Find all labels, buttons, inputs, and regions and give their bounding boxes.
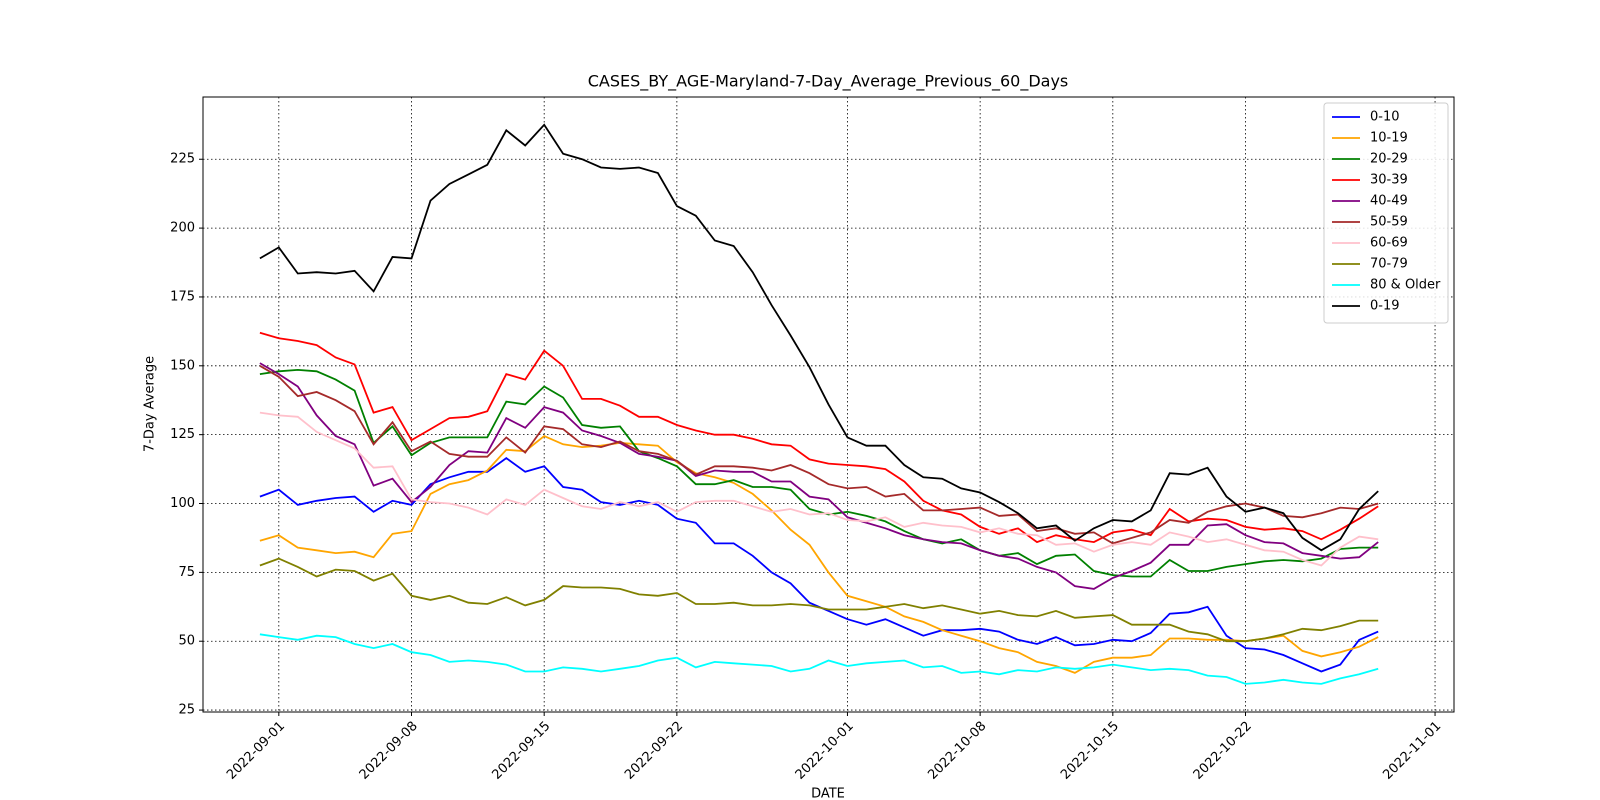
legend-label: 30-39 bbox=[1370, 173, 1408, 188]
y-axis-label: 7-Day Average bbox=[143, 356, 158, 452]
data-line bbox=[259, 123, 1379, 552]
x-tick-label: 2022-10-22 bbox=[1191, 719, 1255, 783]
x-tick-label: 2022-09-22 bbox=[622, 719, 686, 783]
y-tick-label: 225 bbox=[170, 152, 195, 167]
data-line bbox=[259, 362, 1379, 590]
data-line bbox=[259, 411, 1379, 567]
legend-label: 20-29 bbox=[1370, 152, 1408, 167]
y-tick-label: 100 bbox=[170, 496, 195, 511]
y-tick-label: 200 bbox=[170, 221, 195, 236]
chart-title: CASES_BY_AGE-Maryland-7-Day_Average_Prev… bbox=[588, 72, 1069, 92]
x-tick-label: 2022-09-08 bbox=[357, 719, 421, 783]
data-line bbox=[259, 557, 1379, 643]
x-axis-label: DATE bbox=[811, 787, 845, 800]
x-tick-label: 2022-10-08 bbox=[925, 719, 989, 783]
plot-frame bbox=[202, 96, 1455, 713]
x-tick-label: 2022-09-01 bbox=[224, 719, 288, 783]
legend-label: 0-19 bbox=[1370, 299, 1400, 314]
legend-label: 50-59 bbox=[1370, 215, 1408, 230]
y-tick-label: 50 bbox=[178, 634, 195, 649]
y-tick-label: 125 bbox=[170, 427, 195, 442]
y-tick-label: 75 bbox=[178, 565, 195, 580]
x-tick-label: 2022-10-01 bbox=[793, 719, 857, 783]
data-line bbox=[259, 633, 1379, 685]
legend-label: 40-49 bbox=[1370, 194, 1408, 209]
legend-label: 60-69 bbox=[1370, 236, 1408, 251]
data-line bbox=[259, 365, 1379, 545]
y-tick-label: 175 bbox=[170, 289, 195, 304]
data-line bbox=[259, 434, 1379, 674]
x-tick-label: 2022-11-01 bbox=[1380, 719, 1444, 783]
legend-label: 80 & Older bbox=[1370, 278, 1441, 293]
legend-label: 0-10 bbox=[1370, 110, 1400, 125]
legend-box bbox=[1323, 102, 1449, 324]
data-line bbox=[259, 368, 1379, 578]
y-tick-label: 25 bbox=[178, 703, 195, 718]
x-tick-label: 2022-09-15 bbox=[489, 719, 553, 783]
x-tick-label: 2022-10-15 bbox=[1058, 719, 1122, 783]
legend-label: 70-79 bbox=[1370, 257, 1408, 272]
legend-label: 10-19 bbox=[1370, 131, 1408, 146]
y-tick-label: 150 bbox=[170, 358, 195, 373]
